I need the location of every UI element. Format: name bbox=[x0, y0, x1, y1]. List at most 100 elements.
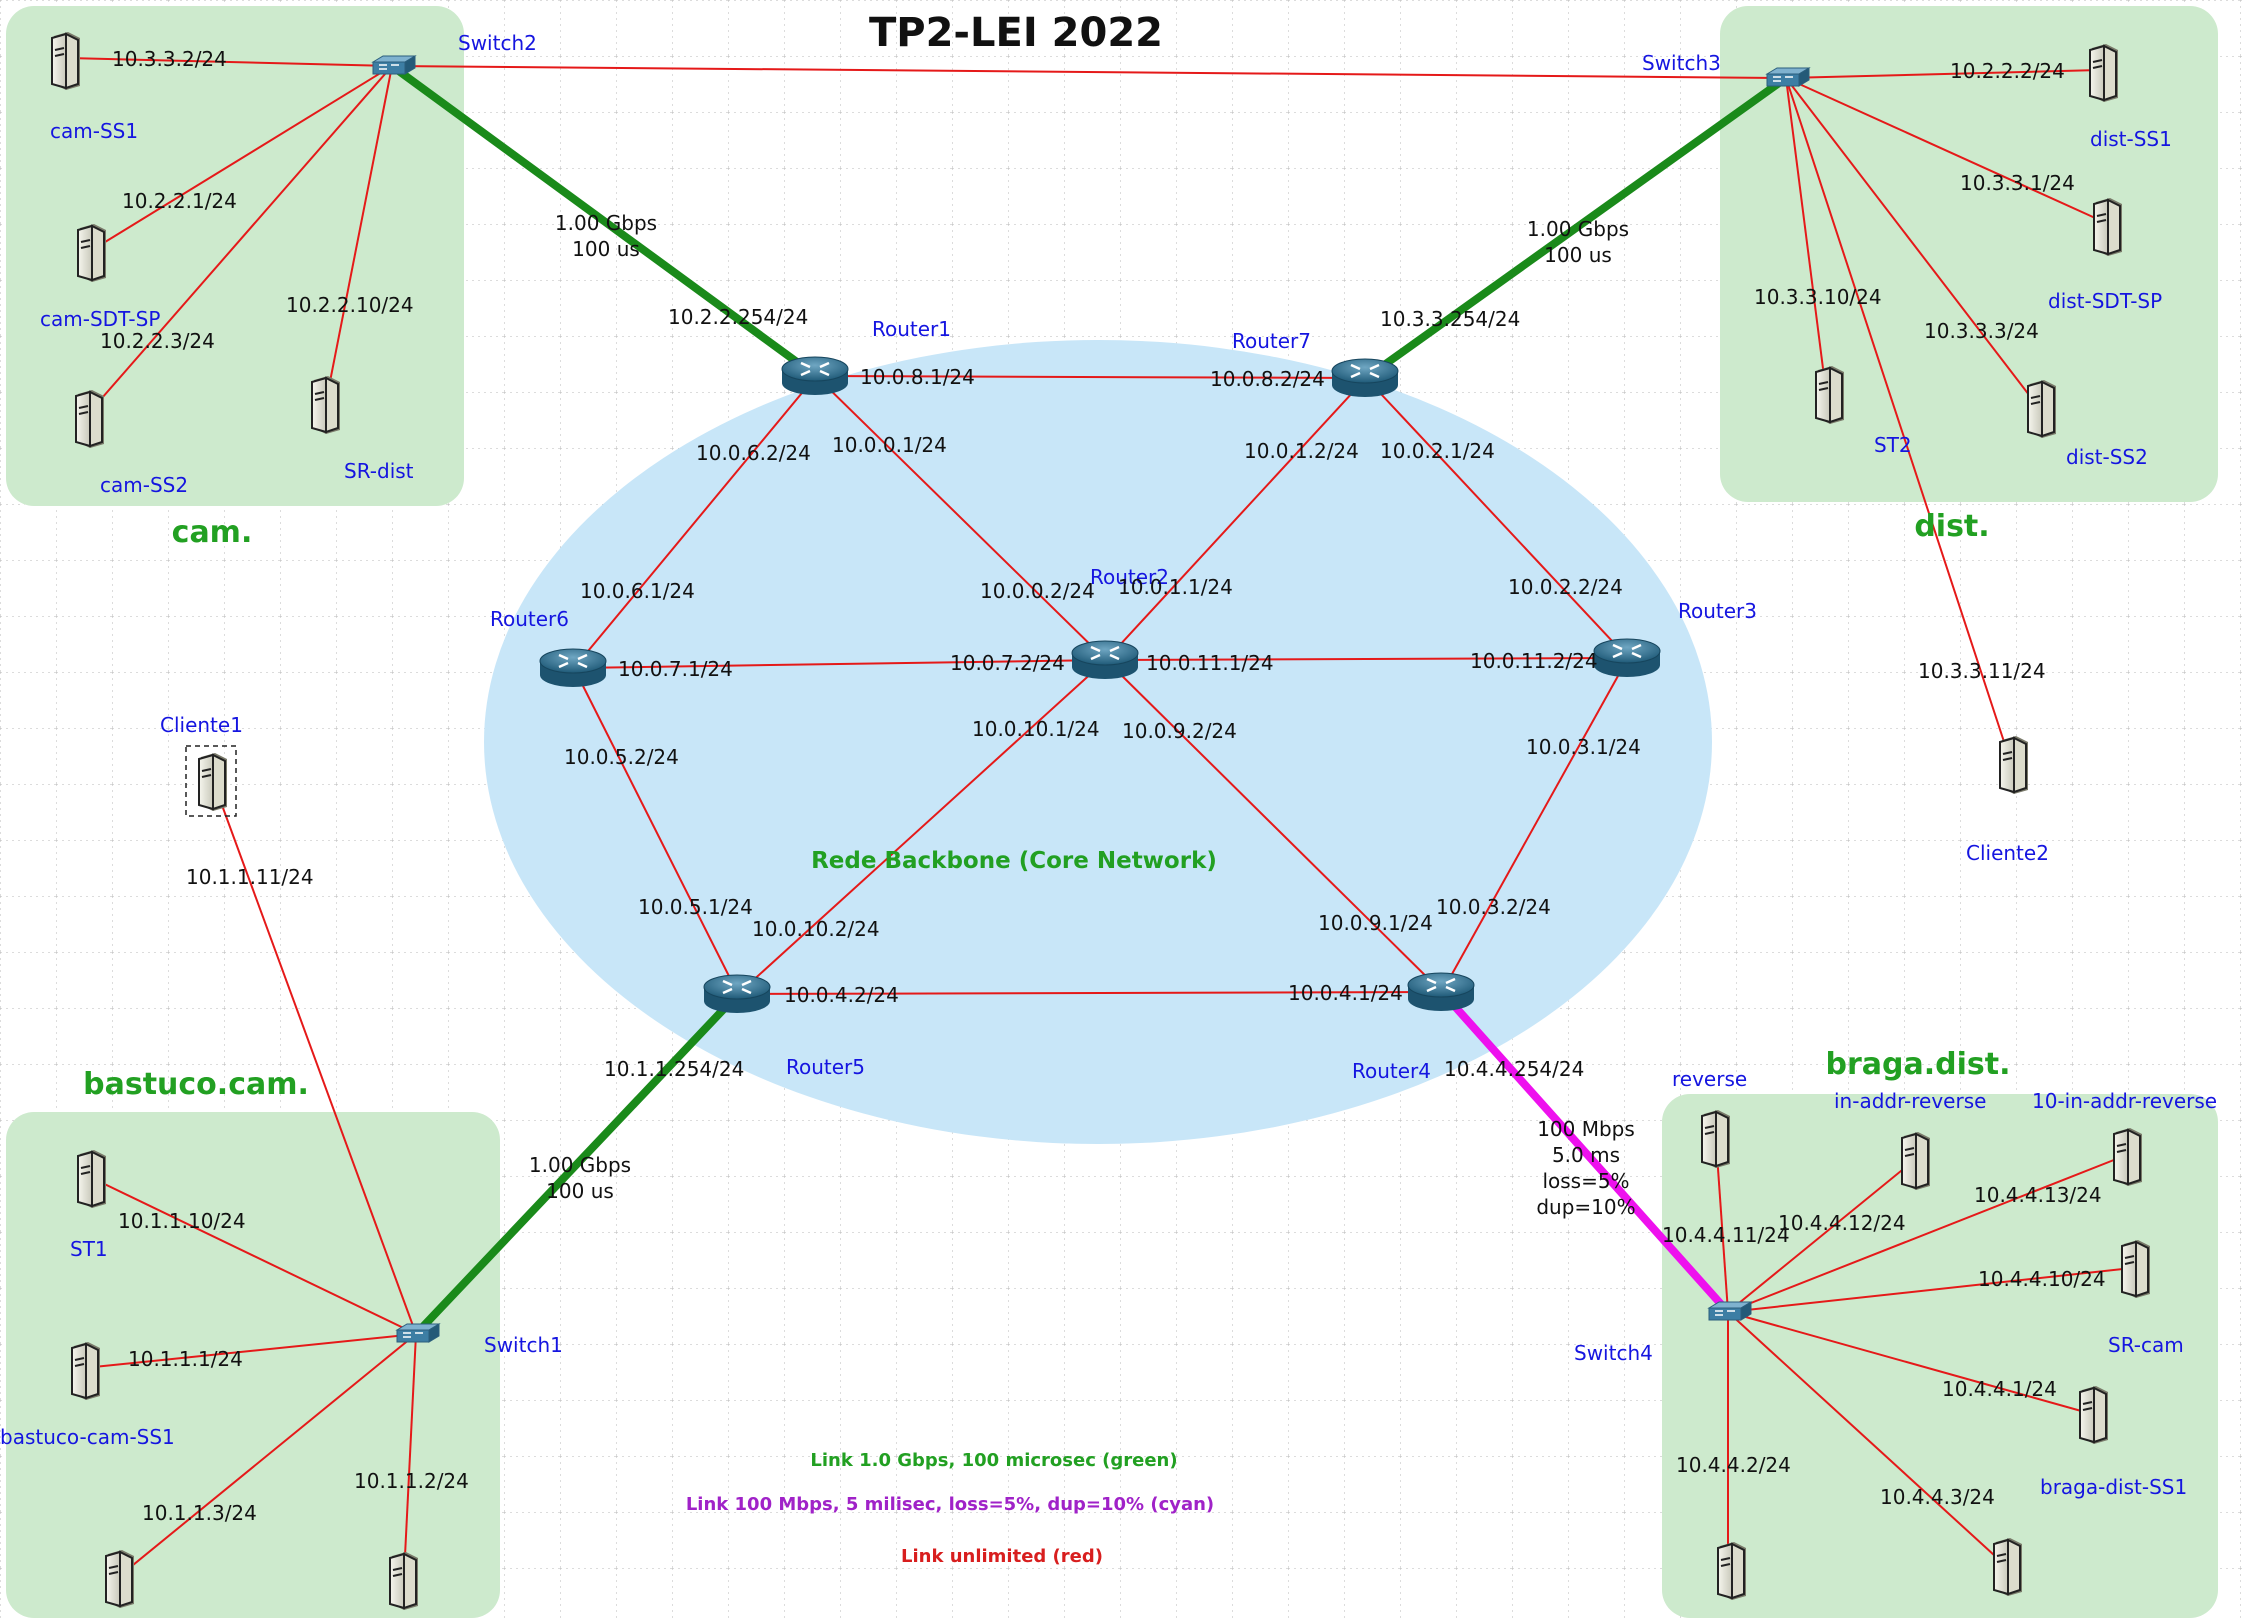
ip-r4-s4: 10.4.4.254/24 bbox=[1444, 1057, 1584, 1081]
link-s2-sr-dist bbox=[325, 65, 393, 403]
ip-r2-r4: 10.0.9.2/24 bbox=[1122, 719, 1237, 743]
link-r5-r4 bbox=[737, 991, 1443, 995]
ip-r1-r2: 10.0.0.1/24 bbox=[832, 433, 947, 457]
ip-r4-r3: 10.0.3.2/24 bbox=[1436, 895, 1551, 919]
ip-r7-r3: 10.0.2.1/24 bbox=[1380, 439, 1495, 463]
ip-dist-ss1: 10.2.2.2/24 bbox=[1950, 59, 2065, 83]
in-addr-reverse-server-icon[interactable] bbox=[1901, 1131, 1931, 1190]
ip-10-in-addr-reverse: 10.4.4.13/24 bbox=[1974, 1183, 2102, 1207]
bastuco-h3-server-icon[interactable] bbox=[105, 1549, 135, 1608]
ip-bastuco-h3: 10.1.1.3/24 bbox=[142, 1501, 257, 1525]
link-s2-cam-ss1 bbox=[67, 57, 393, 67]
ip-r5-r4: 10.0.4.2/24 bbox=[784, 983, 899, 1007]
bastuco-h4-server-icon[interactable] bbox=[389, 1551, 419, 1610]
braga-h7-server-icon[interactable] bbox=[1993, 1537, 2023, 1596]
zone-braga bbox=[1662, 1094, 2218, 1618]
link-r6-r2 bbox=[573, 659, 1107, 669]
sr-dist-server-icon[interactable] bbox=[311, 375, 341, 434]
link-s2-s3 bbox=[391, 65, 1787, 79]
cliente2-host-icon[interactable] bbox=[1999, 735, 2029, 794]
dist-ss1-label: dist-SS1 bbox=[2090, 127, 2172, 151]
cliente1-host-icon[interactable] bbox=[198, 752, 228, 811]
ip-r6-r2: 10.0.7.1/24 bbox=[618, 657, 733, 681]
ip-cliente1: 10.1.1.11/24 bbox=[186, 865, 314, 889]
ip-r7-r1: 10.0.8.2/24 bbox=[1210, 367, 1325, 391]
st2-server-icon[interactable] bbox=[1815, 365, 1845, 424]
zone-dist bbox=[1720, 6, 2218, 502]
zone-label-braga: braga.dist. bbox=[1826, 1047, 2011, 1082]
dist-sdt-sp-server-icon[interactable] bbox=[2093, 197, 2123, 256]
ip-r5-r6: 10.0.5.1/24 bbox=[638, 895, 753, 919]
st1-server-icon[interactable] bbox=[77, 1149, 107, 1208]
10-in-addr-reverse-label: 10-in-addr-reverse bbox=[2032, 1089, 2217, 1113]
ip-in-addr-reverse: 10.4.4.12/24 bbox=[1778, 1211, 1906, 1235]
switch2-icon[interactable] bbox=[372, 55, 416, 75]
switch3-label: Switch3 bbox=[1642, 51, 1721, 75]
zone-label-dist: dist. bbox=[1914, 509, 1989, 544]
sr-cam-label: SR-cam bbox=[2108, 1333, 2184, 1357]
router4-icon[interactable] bbox=[1406, 971, 1476, 1013]
link-s2-cam-ss2 bbox=[87, 65, 393, 415]
reverse-server-icon[interactable] bbox=[1701, 1109, 1731, 1168]
bastuco-cam-ss1-server-icon[interactable] bbox=[71, 1341, 101, 1400]
router6-icon[interactable] bbox=[538, 647, 608, 689]
switch1-icon[interactable] bbox=[396, 1323, 440, 1343]
cliente1-selection-box bbox=[185, 745, 237, 817]
link-s4-braga-dist-ss1 bbox=[1727, 1311, 2093, 1415]
link-r2-r5 bbox=[737, 659, 1107, 995]
ip-r1-r6: 10.0.6.2/24 bbox=[696, 441, 811, 465]
diagram-title: TP2-LEI 2022 bbox=[869, 10, 1163, 56]
link-s3-dist-ss1 bbox=[1785, 69, 2101, 79]
switch4-icon[interactable] bbox=[1708, 1301, 1752, 1321]
router6-label: Router6 bbox=[490, 607, 569, 631]
braga-h6-server-icon[interactable] bbox=[1717, 1541, 1747, 1600]
reverse-label: reverse bbox=[1672, 1067, 1747, 1091]
dist-ss2-server-icon[interactable] bbox=[2027, 379, 2057, 438]
router5-icon[interactable] bbox=[702, 973, 772, 1015]
sr-cam-server-icon[interactable] bbox=[2121, 1239, 2151, 1298]
ip-r7-r2: 10.0.1.2/24 bbox=[1244, 439, 1359, 463]
link-s3-st2 bbox=[1785, 77, 1827, 393]
link-s3-dist-sdt-sp bbox=[1785, 77, 2105, 223]
dist-sdt-sp-label: dist-SDT-SP bbox=[2048, 289, 2162, 313]
legend-cyan: Link 100 Mbps, 5 milisec, loss=5%, dup=1… bbox=[686, 1494, 1214, 1515]
link-s1-r5 bbox=[412, 990, 742, 1338]
link-spec-s2-r1-delay: 100 us bbox=[572, 237, 640, 261]
ip-r1-s2: 10.2.2.254/24 bbox=[668, 305, 808, 329]
link-s2-cam-sdt-sp bbox=[91, 65, 393, 251]
ip-reverse: 10.4.4.11/24 bbox=[1662, 1223, 1790, 1247]
ip-braga-dist-ss1: 10.4.4.1/24 bbox=[1942, 1377, 2057, 1401]
ip-sr-cam: 10.4.4.10/24 bbox=[1978, 1267, 2106, 1291]
ip-r6-r1: 10.0.6.1/24 bbox=[580, 579, 695, 603]
ip-bastuco-h4: 10.1.1.2/24 bbox=[354, 1469, 469, 1493]
link-r3-r4 bbox=[1441, 657, 1629, 993]
router3-icon[interactable] bbox=[1592, 637, 1662, 679]
ip-r4-r5: 10.0.4.1/24 bbox=[1288, 981, 1403, 1005]
router2-icon[interactable] bbox=[1070, 639, 1140, 681]
core-network-area bbox=[484, 340, 1712, 1144]
router5-label: Router5 bbox=[786, 1055, 865, 1079]
cam-ss2-server-icon[interactable] bbox=[75, 389, 105, 448]
ip-braga-h6: 10.4.4.2/24 bbox=[1676, 1453, 1791, 1477]
link-s3-cliente2 bbox=[1785, 77, 2011, 761]
core-network-label: Rede Backbone (Core Network) bbox=[811, 848, 1217, 874]
cam-sdt-sp-server-icon[interactable] bbox=[77, 223, 107, 282]
ip-r7-s3: 10.3.3.254/24 bbox=[1380, 307, 1520, 331]
ip-r5-s1: 10.1.1.254/24 bbox=[604, 1057, 744, 1081]
router1-icon[interactable] bbox=[780, 355, 850, 397]
ip-r6-r5: 10.0.5.2/24 bbox=[564, 745, 679, 769]
ip-st1: 10.1.1.10/24 bbox=[118, 1209, 246, 1233]
10-in-addr-reverse-server-icon[interactable] bbox=[2113, 1127, 2143, 1186]
dist-ss1-server-icon[interactable] bbox=[2089, 43, 2119, 102]
ip-r4-r2: 10.0.9.1/24 bbox=[1318, 911, 1433, 935]
ip-r3-r7: 10.0.2.2/24 bbox=[1508, 575, 1623, 599]
ip-cliente2: 10.3.3.11/24 bbox=[1918, 659, 2046, 683]
braga-dist-ss1-server-icon[interactable] bbox=[2079, 1385, 2109, 1444]
link-spec-s3-r7-delay: 100 us bbox=[1544, 243, 1612, 267]
cam-ss1-server-icon[interactable] bbox=[51, 31, 81, 90]
switch3-icon[interactable] bbox=[1766, 67, 1810, 87]
ip-r2-r3: 10.0.11.1/24 bbox=[1146, 651, 1274, 675]
link-s4-in-addr-reverse bbox=[1727, 1161, 1913, 1313]
link-r2-r3 bbox=[1105, 657, 1629, 661]
router7-icon[interactable] bbox=[1330, 357, 1400, 399]
